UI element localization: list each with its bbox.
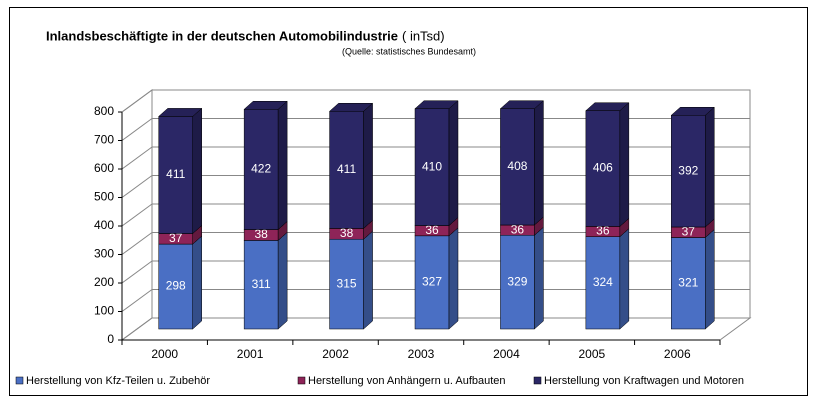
legend-label: Herstellung von Kfz-Teilen u. Zubehör [26,375,210,387]
data-label: 422 [251,162,271,176]
bar-side [705,106,715,228]
y-tick-label: 400 [94,218,114,232]
legend-label: Herstellung von Kraftwagen und Motoren [544,375,744,387]
data-label: 329 [507,274,527,288]
data-label: 36 [596,224,610,238]
bar-side [705,228,715,330]
y-tick-label: 700 [94,133,114,147]
legend-swatch [15,376,24,385]
data-label: 406 [593,161,613,175]
legend-swatch [533,376,542,385]
grid-line [121,232,153,255]
bar [500,108,535,226]
bar-top [414,100,459,109]
grid-line [121,118,153,141]
bar-top [499,100,545,109]
bar-side [277,231,288,330]
data-label: 37 [682,224,696,238]
bar-side [363,230,373,330]
grid-line [121,289,153,312]
y-tick-label: 800 [94,104,114,118]
bar-side [619,228,630,330]
bar-top [158,108,203,117]
bar [329,238,364,330]
y-tick-label: 500 [94,190,114,204]
y-tick-label: 200 [94,275,114,289]
y-tick-label: 100 [94,304,114,318]
y-tick-label: 600 [94,161,114,175]
data-label: 36 [511,222,525,236]
legend-label: Herstellung von Anhängern u. Aufbauten [308,375,506,387]
bar-top [328,103,374,112]
grid-line [121,146,153,170]
data-label: 37 [169,231,183,245]
bar-side [534,226,544,330]
data-label: 38 [340,226,354,240]
bar [243,240,279,330]
data-label: 36 [425,223,439,237]
bar [671,237,706,330]
data-label: 324 [593,275,613,289]
bar-top [585,102,630,111]
data-label: 411 [166,167,185,181]
chart-title: Inlandsbeschäftigte in der deutschen Aut… [46,28,398,43]
bar-side [363,102,373,229]
legend-swatch [297,376,306,385]
bar-top [243,101,288,110]
bar [671,115,706,228]
bar-top [670,107,715,116]
data-label: 38 [254,227,268,241]
x-tick-label: 2002 [322,347,349,361]
grid-line [121,203,153,227]
bar-side [192,235,202,330]
grid-line [121,260,153,284]
data-label: 410 [422,159,442,173]
bar [243,109,279,230]
x-tick-label: 2000 [151,347,178,361]
bar-side [619,102,630,227]
bar [158,243,193,330]
data-label: 392 [678,163,698,177]
x-tick-label: 2004 [493,347,520,361]
data-label: 311 [252,277,271,291]
bar-side [448,100,459,227]
grid-line [121,175,153,198]
data-label: 298 [166,279,186,293]
x-tick-label: 2006 [664,347,691,361]
y-tick-label: 300 [94,247,114,261]
x-tick-label: 2003 [408,347,435,361]
grid-line [121,89,153,113]
chart-unit: ( inTsd) [402,28,445,43]
grid-line [121,317,153,341]
bar-side [277,100,288,231]
y-tick-label: 0 [107,332,114,346]
data-label: 321 [678,275,698,289]
bar-side [534,100,544,226]
bar-side [192,107,202,235]
data-label: 411 [337,162,356,176]
x-tick-label: 2005 [579,347,606,361]
data-label: 315 [337,276,357,290]
data-label: 327 [422,275,442,289]
chart-subtitle: (Quelle: statistisches Bundesamt) [342,46,476,56]
bar-side [448,227,459,330]
x-tick-label: 2001 [237,347,264,361]
data-label: 408 [507,159,527,173]
